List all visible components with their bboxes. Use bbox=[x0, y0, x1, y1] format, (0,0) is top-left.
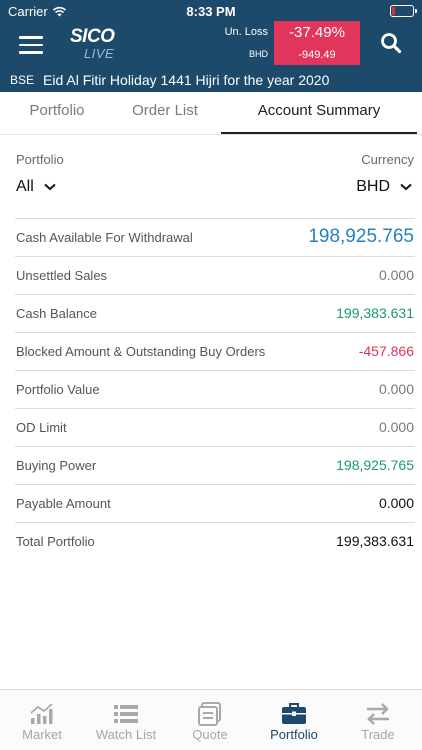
tab-portfolio[interactable]: Portfolio bbox=[29, 102, 85, 119]
summary-row-portfolio-value: Portfolio Value 0.000 bbox=[15, 371, 415, 409]
news-ticker[interactable]: BSE Eid Al Fitir Holiday 1441 Hijri for … bbox=[0, 68, 422, 92]
chevron-down-icon bbox=[44, 183, 56, 191]
currency-dropdown-value: BHD bbox=[356, 178, 390, 195]
summary-value: -457.866 bbox=[358, 343, 414, 359]
status-time: 8:33 PM bbox=[186, 4, 236, 19]
ticker-exchange: BSE bbox=[10, 73, 35, 87]
tab-order-list[interactable]: Order List bbox=[132, 102, 198, 119]
nav-market[interactable]: Market bbox=[0, 690, 84, 750]
unrealized-pct: -37.49% bbox=[289, 24, 345, 41]
unrealized-labels: Un. Loss BHD bbox=[225, 24, 268, 59]
carrier-label: Carrier bbox=[8, 4, 48, 19]
unrealized-currency-label: BHD bbox=[248, 49, 268, 59]
chevron-down-icon bbox=[400, 183, 412, 191]
portfolio-dropdown-value: All bbox=[16, 178, 34, 195]
status-bar: Carrier 8:33 PM bbox=[0, 0, 422, 22]
tab-account-summary[interactable]: Account Summary bbox=[221, 92, 417, 134]
quote-icon bbox=[198, 702, 221, 726]
summary-row-od-limit: OD Limit 0.000 bbox=[15, 409, 415, 447]
nav-label: Market bbox=[22, 727, 62, 742]
account-summary-panel: Portfolio All Currency BHD Cash Availabl… bbox=[15, 134, 415, 560]
nav-label: Trade bbox=[361, 727, 395, 742]
portfolio-dropdown[interactable]: All bbox=[16, 178, 56, 196]
filters: Portfolio All Currency BHD bbox=[15, 134, 415, 219]
summary-value: 0.000 bbox=[378, 267, 414, 283]
summary-row-payable-amount: Payable Amount 0.000 bbox=[15, 485, 415, 523]
search-button[interactable] bbox=[380, 32, 402, 54]
summary-label: Buying Power bbox=[16, 458, 97, 473]
summary-value: 199,383.631 bbox=[336, 533, 414, 549]
nav-label: Watch List bbox=[95, 727, 157, 742]
summary-value: 199,383.631 bbox=[336, 305, 414, 321]
summary-value: 0.000 bbox=[378, 495, 414, 511]
menu-icon bbox=[19, 36, 43, 39]
summary-row-cash-available: Cash Available For Withdrawal 198,925.76… bbox=[15, 219, 415, 257]
nav-quote[interactable]: Quote bbox=[168, 690, 252, 750]
summary-label: Total Portfolio bbox=[16, 534, 95, 549]
summary-value: 0.000 bbox=[378, 381, 414, 397]
summary-row-blocked-amount: Blocked Amount & Outstanding Buy Orders … bbox=[15, 333, 415, 371]
summary-label: OD Limit bbox=[16, 420, 67, 435]
unrealized-label: Un. Loss bbox=[224, 26, 268, 38]
ticker-message: Eid Al Fitir Holiday 1441 Hijri for the … bbox=[43, 72, 330, 88]
nav-label: Quote bbox=[192, 727, 228, 742]
briefcase-icon bbox=[282, 703, 306, 724]
summary-value: 198,925.765 bbox=[308, 226, 414, 247]
chart-icon bbox=[30, 703, 53, 724]
app-logo: SICO LIVE bbox=[70, 27, 130, 63]
summary-label: Blocked Amount & Outstanding Buy Orders bbox=[16, 344, 266, 359]
summary-row-cash-balance: Cash Balance 199,383.631 bbox=[15, 295, 415, 333]
summary-label: Cash Balance bbox=[16, 306, 97, 321]
summary-label: Cash Available For Withdrawal bbox=[16, 230, 193, 245]
portfolio-tabs: Portfolio Order List Account Summary bbox=[0, 92, 422, 135]
logo-top-text: SICO bbox=[70, 26, 115, 47]
summary-list: Cash Available For Withdrawal 198,925.76… bbox=[15, 219, 415, 560]
nav-label: Portfolio bbox=[270, 727, 318, 742]
transfer-icon bbox=[367, 703, 389, 725]
currency-dropdown[interactable]: BHD bbox=[356, 178, 412, 196]
unrealized-value: -949.49 bbox=[298, 49, 336, 61]
summary-row-unsettled-sales: Unsettled Sales 0.000 bbox=[15, 257, 415, 295]
menu-button[interactable] bbox=[19, 36, 43, 54]
summary-label: Payable Amount bbox=[16, 496, 111, 511]
nav-portfolio[interactable]: Portfolio bbox=[252, 690, 336, 750]
bottom-nav: Market Watch List Quote bbox=[0, 689, 422, 750]
search-icon bbox=[381, 33, 402, 54]
battery-icon bbox=[390, 5, 417, 17]
unrealized-loss-badge[interactable]: -37.49% -949.49 bbox=[274, 21, 360, 65]
summary-label: Portfolio Value bbox=[16, 382, 100, 397]
list-icon bbox=[114, 705, 138, 723]
wifi-icon bbox=[52, 6, 66, 17]
summary-label: Unsettled Sales bbox=[16, 268, 108, 283]
logo-bottom-text: LIVE bbox=[84, 46, 115, 61]
carrier-indicator: Carrier bbox=[8, 4, 67, 19]
summary-value: 0.000 bbox=[378, 419, 414, 435]
currency-filter-label: Currency bbox=[361, 152, 414, 167]
summary-row-total-portfolio: Total Portfolio 199,383.631 bbox=[15, 523, 415, 560]
app-header: Carrier 8:33 PM SICO LIVE Un. Loss BHD -… bbox=[0, 0, 422, 92]
portfolio-filter-label: Portfolio bbox=[16, 152, 64, 167]
summary-value: 198,925.765 bbox=[336, 457, 414, 473]
nav-watch-list[interactable]: Watch List bbox=[84, 690, 168, 750]
summary-row-buying-power: Buying Power 198,925.765 bbox=[15, 447, 415, 485]
nav-trade[interactable]: Trade bbox=[336, 690, 420, 750]
